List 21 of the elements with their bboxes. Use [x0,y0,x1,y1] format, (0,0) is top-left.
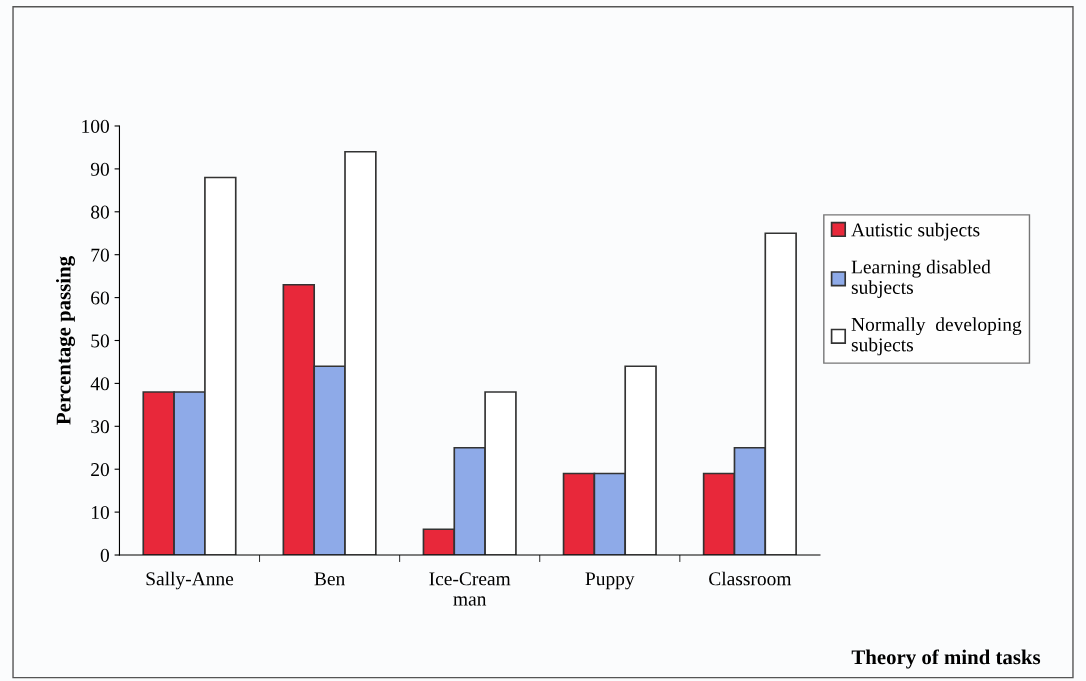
x-tick-label: Puppy [585,572,635,590]
y-tick-label: 70 [91,248,109,262]
y-tick-label: 50 [91,334,109,348]
legend-label: Autistic subjects [851,222,980,241]
x-tick-label: Ben [314,572,345,586]
y-axis-title: Percentage passing [55,256,76,425]
legend-label: Normally developing subjects [851,317,1022,356]
y-tick-label: 30 [91,420,109,434]
y-tick-label: 0 [100,548,109,562]
y-tick-label: 90 [90,162,109,176]
x-axis-title: Theory of mind tasks [851,649,1041,669]
x-tick-label: Classroom [709,571,792,586]
y-tick-label: 60 [91,291,109,305]
y-tick-label: 100 [82,119,109,133]
y-tick-label: 80 [91,205,109,219]
x-tick-label: Sally-Anne [146,571,234,590]
x-tick-label: Ice-Cream man [429,572,511,606]
y-tick-label: 40 [90,377,109,391]
y-tick-label: 20 [91,463,109,477]
y-tick-label: 10 [92,505,109,520]
legend-label: Learning disabled subjects [851,259,991,298]
